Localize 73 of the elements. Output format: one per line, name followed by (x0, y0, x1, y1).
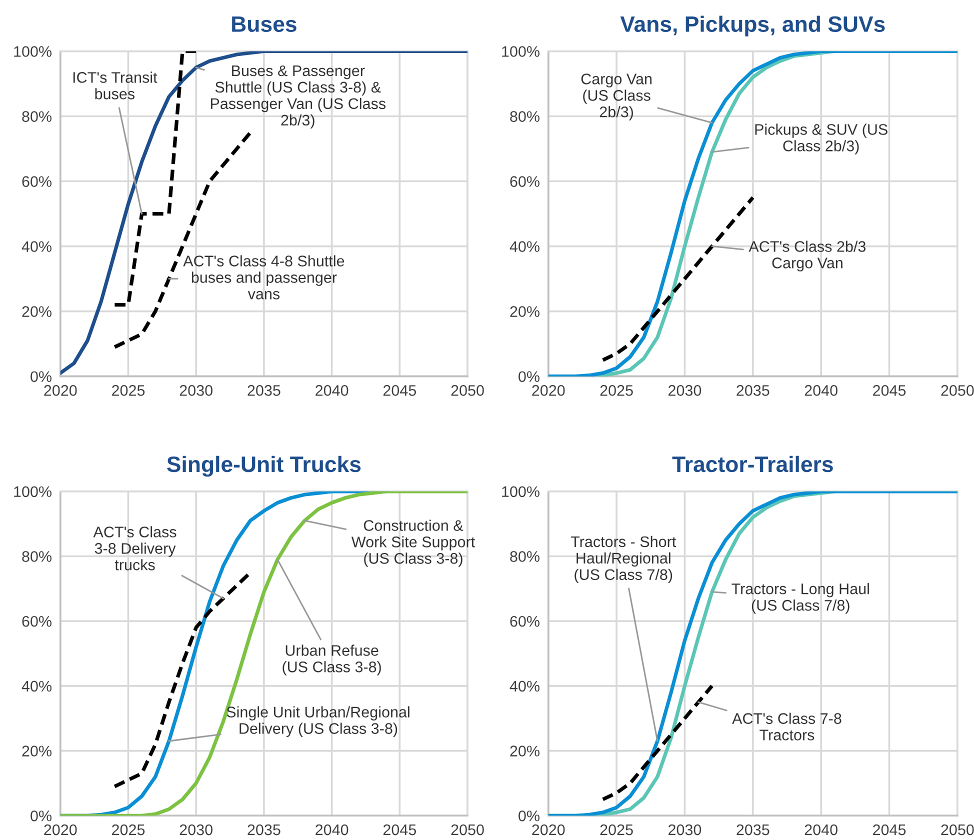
annotation: Single Unit Urban/Regional Delivery (US Class 3-8) (226, 706, 410, 737)
x-tick-label: 2025 (112, 385, 145, 396)
x-tick-label: 2050 (451, 385, 484, 396)
annotation: ACT's Class 7-8 Tractors (732, 712, 842, 740)
y-tick-label: 60% (510, 176, 540, 187)
annotation: Tractors - Short Haul/Regional (US Class 7/8) (570, 536, 676, 584)
y-tick-label: 100% (502, 46, 540, 57)
y-tick-label: 0% (30, 371, 52, 382)
y-tick-label: 40% (22, 680, 52, 692)
y-tick-label: 100% (14, 486, 52, 498)
annotation: Buses & Passenger Shuttle (US Class 3-8) & Passenger Van (US Class 2b/3) (210, 65, 386, 129)
line-series (601, 684, 714, 802)
x-tick-label: 2045 (383, 824, 416, 836)
annotation: ACT's Class 2b/3 Cargo Van (748, 240, 866, 272)
y-tick-label: 80% (510, 111, 540, 122)
y-tick-label: 80% (510, 551, 540, 562)
x-tick-label: 2030 (668, 385, 702, 396)
x-tick-label: 2050 (451, 824, 484, 836)
y-tick-label: 0% (518, 371, 540, 382)
annotation: Cargo Van (US Class 2b/3) (581, 74, 652, 120)
x-tick-label: 2020 (532, 824, 565, 836)
x-tick-label: 2035 (736, 824, 770, 836)
x-tick-label: 2020 (44, 824, 77, 836)
y-tick-label: 0% (30, 810, 52, 822)
annotation: ICT's Transit buses (73, 72, 158, 100)
y-tick-label: 80% (22, 111, 52, 122)
x-tick-label: 2020 (44, 385, 77, 396)
x-tick-label: 2045 (873, 824, 906, 836)
x-tick-label: 2040 (804, 385, 838, 396)
y-tick-label: 100% (502, 486, 540, 498)
line-series (548, 51, 958, 376)
x-tick-label: 2045 (873, 385, 906, 396)
x-tick-label: 2030 (180, 385, 212, 396)
x-tick-label: 2040 (316, 385, 348, 396)
x-tick-label: 2035 (736, 385, 770, 396)
x-tick-label: 2035 (248, 824, 280, 836)
x-tick-label: 2050 (941, 824, 974, 836)
chart-title: Vans, Pickups, and SUVs (620, 16, 885, 36)
x-tick-label: 2025 (112, 824, 145, 836)
x-tick-label: 2040 (316, 824, 348, 836)
y-tick-label: 60% (22, 616, 52, 627)
y-tick-label: 40% (510, 241, 540, 252)
y-tick-label: 20% (22, 746, 52, 756)
y-tick-label: 100% (14, 46, 52, 57)
y-tick-label: 0% (518, 810, 540, 822)
annotation: ACT's Class 3-8 Delivery trucks (93, 526, 176, 570)
annotation: Pickups & SUV (US Class 2b/3) (755, 124, 888, 154)
x-tick-label: 2030 (668, 824, 702, 836)
chart-title: Tractor-Trailers (672, 456, 833, 472)
y-tick-label: 40% (510, 680, 540, 692)
annotation: ACT's Class 4-8 Shuttle buses and passenger vans (183, 255, 344, 300)
x-tick-label: 2025 (600, 385, 633, 396)
x-tick-label: 2040 (804, 824, 838, 836)
y-tick-label: 80% (22, 551, 52, 562)
x-tick-label: 2030 (180, 824, 212, 836)
y-tick-label: 60% (510, 616, 540, 627)
chart-title: Single-Unit Trucks (167, 456, 361, 477)
x-tick-label: 2035 (248, 385, 280, 396)
annotation: Tractors - Long Haul (US Class 7/8) (732, 583, 869, 614)
y-tick-label: 20% (22, 306, 52, 317)
y-tick-label: 20% (510, 306, 540, 317)
y-tick-label: 60% (22, 176, 52, 187)
y-tick-label: 20% (510, 746, 540, 756)
chart-title: Buses (232, 16, 296, 32)
x-tick-label: 2025 (600, 824, 633, 836)
line-series (548, 491, 958, 816)
line-series (60, 51, 468, 375)
x-tick-label: 2050 (941, 385, 974, 396)
x-tick-label: 2020 (532, 385, 565, 396)
annotation: Urban Refuse (US Class 3-8) (282, 644, 381, 676)
y-tick-label: 40% (22, 241, 52, 252)
x-tick-label: 2045 (383, 385, 416, 396)
annotation: Construction & Work Site Support (US Class 3-8) (351, 520, 475, 567)
